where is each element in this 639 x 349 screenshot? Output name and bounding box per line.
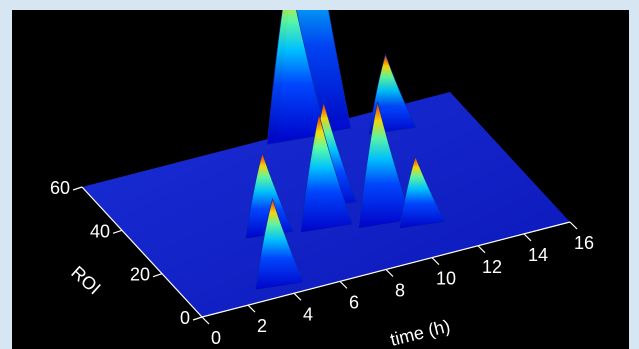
surface-peak (266, 10, 327, 145)
y-tick (192, 316, 203, 321)
x-tick (523, 233, 532, 242)
axis-layer: 0 2 4 6 8 10 12 14 16 0 20 40 60 (50, 178, 594, 348)
y-tick-label: 60 (50, 178, 70, 198)
surface-peak (300, 114, 353, 233)
y-tick (72, 186, 83, 191)
x-tick-label: 12 (482, 257, 502, 277)
plot-area: 0 2 4 6 8 10 12 14 16 0 20 40 60 time (h) ROI (12, 10, 629, 349)
surface-peak (399, 155, 446, 229)
x-tick-label: 8 (395, 281, 405, 301)
y-axis-line (81, 186, 203, 318)
x-tick-label: 6 (349, 292, 359, 312)
surface-layer (82, 10, 570, 317)
x-tick (569, 221, 578, 230)
x-tick-label: 0 (211, 328, 221, 348)
y-tick-label: 0 (180, 308, 190, 328)
x-tick-label: 4 (303, 304, 313, 324)
x-tick (201, 316, 210, 325)
y-tick (152, 273, 163, 278)
x-tick-label: 2 (257, 316, 267, 336)
x-tick (477, 245, 486, 254)
y-tick (112, 229, 123, 234)
x-tick-label: 16 (574, 233, 594, 253)
y-tick-label: 40 (90, 221, 110, 241)
x-tick (247, 304, 256, 313)
x-tick-label: 14 (528, 245, 548, 265)
x-tick-label: 10 (436, 269, 456, 289)
surface-peak (255, 197, 305, 291)
x-tick (431, 257, 440, 266)
surface-plot: 0 2 4 6 8 10 12 14 16 0 20 40 60 time (h) ROI (50, 10, 594, 349)
surface-peak (358, 101, 413, 229)
x-tick (385, 269, 394, 277)
x-tick (293, 292, 302, 301)
x-axis-label: time (h) (388, 316, 452, 349)
surface-peak (245, 152, 294, 240)
y-tick-label: 20 (130, 265, 150, 285)
y-axis-label: ROI (67, 262, 104, 298)
x-tick (339, 280, 348, 289)
